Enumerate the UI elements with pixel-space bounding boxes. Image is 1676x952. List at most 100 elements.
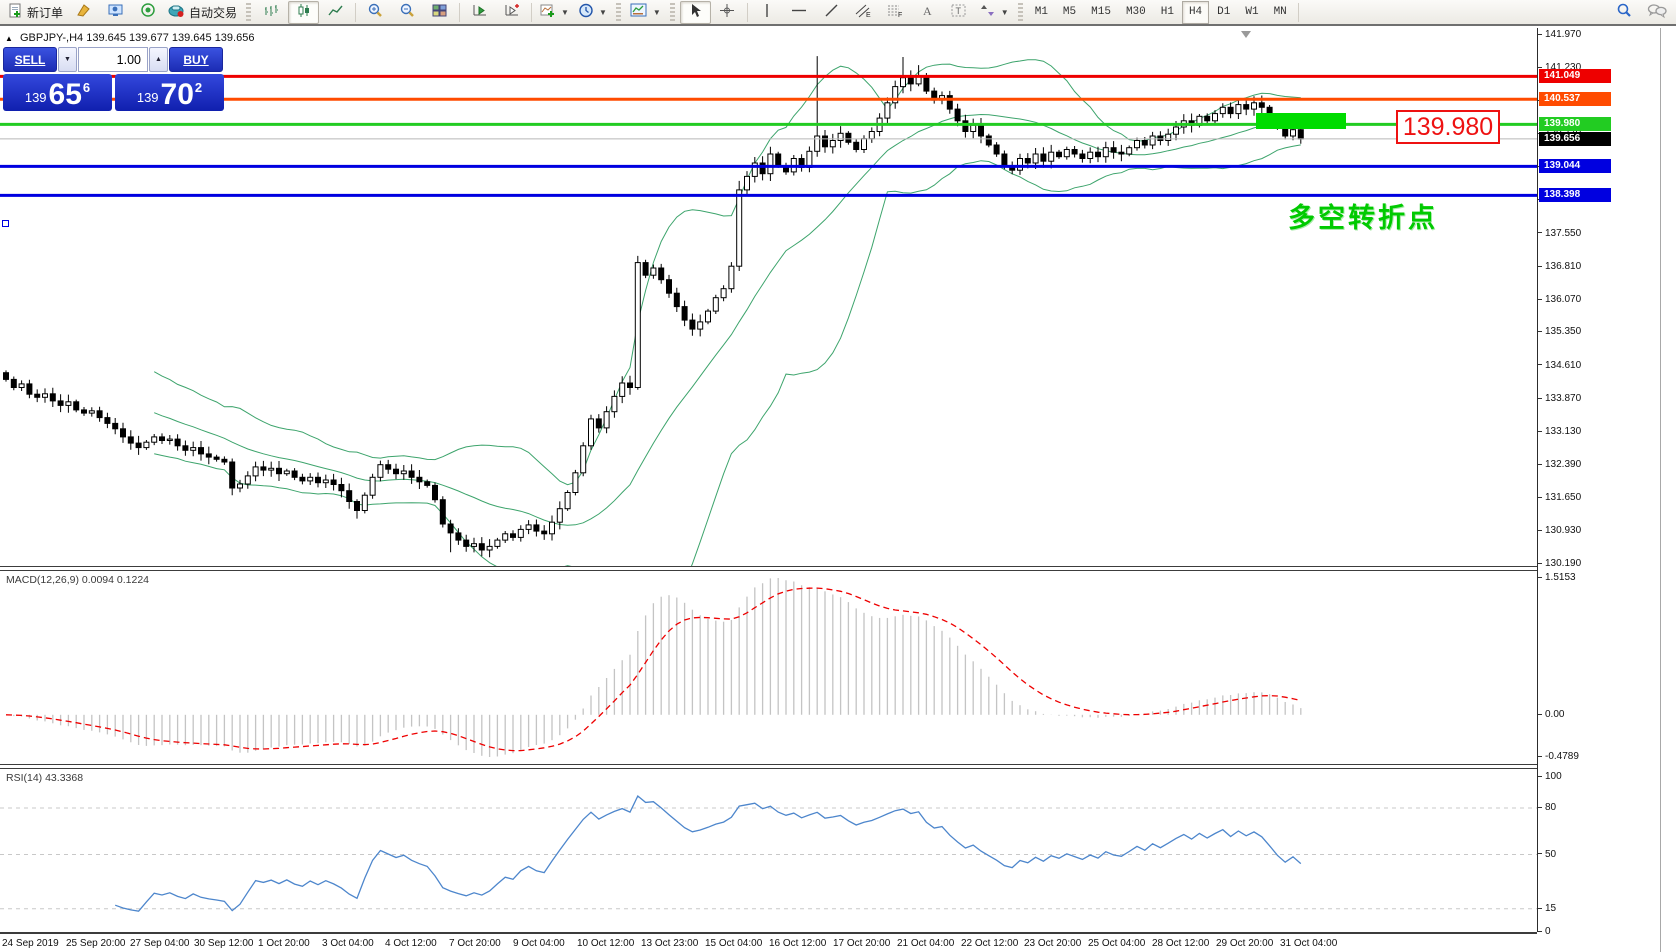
time-axis-label: 31 Oct 04:00 [1280,938,1338,949]
rsi-scale-label: 100 [1538,771,1562,783]
candlestick-chart-button[interactable] [288,0,320,24]
dropdown-caret-icon: ▼ [561,7,569,17]
price-line-tag[interactable]: 138.398 [1539,188,1611,203]
tab-timeframe-mn[interactable]: MN [1273,6,1287,18]
tab-timeframe-m1[interactable]: M1 [1034,6,1048,18]
fibonacci-button[interactable]: F [880,1,911,24]
buy-price-prefix: 139 [136,90,159,105]
pane-divider[interactable] [0,764,1537,769]
tab-timeframe-d1[interactable]: D1 [1217,6,1231,18]
time-axis-label: 9 Oct 04:00 [513,938,565,949]
rsi-scale-label: 0 [1538,926,1551,938]
bar-chart-button[interactable] [256,1,287,24]
highlight-bar-annotation[interactable] [1256,113,1346,129]
styler-button[interactable] [68,1,99,24]
price-line-tag[interactable]: 139.044 [1539,159,1611,174]
tab-timeframe-m30[interactable]: M30 [1125,6,1146,18]
text-button[interactable]: A [912,1,943,24]
candlestick-icon [296,3,312,21]
toolbar-separator [355,2,357,22]
zoom-out-icon [399,3,416,22]
price-tick-label: 141.230 [1538,62,1581,74]
periods-button[interactable]: ▼ [574,1,611,24]
tab-timeframe-h4[interactable]: H4 [1181,0,1210,24]
price-tick-label: 136.810 [1538,261,1581,273]
horizontal-line-icon [791,3,807,21]
chat-button[interactable] [1641,1,1672,24]
cursor-icon [688,3,702,21]
volume-increase-button[interactable]: ▲ [149,47,168,72]
new-order-button[interactable]: 新订单 [4,1,67,24]
tab-timeframe-h1[interactable]: H1 [1160,6,1174,18]
templates-button[interactable]: ▼ [626,1,665,24]
cjk-annotation[interactable]: 多空转折点 [1288,203,1438,233]
horizontal-line-button[interactable] [784,1,815,24]
trendline-button[interactable] [816,1,847,24]
time-axis-label: 30 Sep 12:00 [194,938,254,949]
price-line-tag[interactable]: 141.049 [1539,69,1611,84]
toolbar: 新订单 自动交易 ▼ ▼ ▼ E F A T ▼ [0,0,1676,26]
indicators-button[interactable]: ▼ [536,1,573,24]
auto-scroll-button[interactable] [464,1,495,24]
chat-icon [1647,3,1667,22]
price-line-tag[interactable]: 140.537 [1539,92,1611,107]
zoom-out-button[interactable] [392,1,423,24]
tab-timeframe-m15[interactable]: M15 [1091,6,1111,18]
search-button[interactable] [1609,1,1640,24]
time-axis-label: 21 Oct 04:00 [897,938,955,949]
equidistant-channel-button[interactable]: E [848,1,879,24]
time-axis[interactable]: 24 Sep 2019 25 Sep 20:00 27 Sep 04:00 30 Se… [0,932,1537,952]
macd-label: MACD(12,26,9) 0.0094 0.1224 [6,574,150,586]
vertical-line-button[interactable] [752,1,783,24]
time-axis-label: 4 Oct 12:00 [385,938,437,949]
price-level-annotation[interactable]: 139.980 [1396,110,1500,144]
price-tick-label: 130.190 [1538,558,1581,570]
cursor-button[interactable] [679,0,711,24]
crosshair-icon [719,3,735,21]
line-handle[interactable] [2,220,9,227]
price-line-tag[interactable]: 139.980 [1539,117,1611,132]
signals-button[interactable] [132,1,163,24]
time-axis-label: 29 Oct 20:00 [1216,938,1274,949]
zoom-in-button[interactable] [360,1,391,24]
toolbar-grip [246,3,252,21]
arrows-button[interactable]: ▼ [976,1,1013,24]
time-axis-label: 27 Sep 04:00 [130,938,190,949]
volume-decrease-button[interactable]: ▼ [58,47,77,72]
time-axis-label: 17 Oct 20:00 [833,938,891,949]
macd-pane[interactable] [0,571,1537,764]
sell-button[interactable]: SELL [3,47,57,72]
market-watch-button[interactable] [100,1,131,24]
buy-button[interactable]: BUY [169,47,223,72]
toolbar-grip [615,3,621,21]
tab-timeframe-w1[interactable]: W1 [1245,6,1259,18]
price-axis[interactable]: 141.970141.230140.490139.770139.030138.2… [1537,28,1661,937]
right-margin [1660,28,1676,952]
main-price-pane[interactable] [0,28,1537,566]
monitor-icon [108,3,124,21]
chart-shift-button[interactable] [496,1,527,24]
tab-timeframe-m5[interactable]: M5 [1062,6,1077,18]
price-tick-label: 132.390 [1538,459,1581,471]
buy-price-button[interactable]: 139 70 2 [115,74,224,111]
search-icon [1616,3,1633,22]
text-label-button[interactable]: T [944,1,975,24]
time-axis-label: 25 Sep 20:00 [66,938,126,949]
text-icon: A [921,3,934,21]
tile-windows-button[interactable] [424,1,455,24]
rsi-label: RSI(14) 43.3368 [6,772,84,784]
pane-divider[interactable] [0,566,1537,571]
collapse-triangle-icon[interactable]: ▲ [5,34,13,43]
auto-trading-button[interactable]: 自动交易 [164,1,241,24]
crosshair-button[interactable] [712,1,743,24]
auto-scroll-icon [472,3,488,21]
rsi-pane[interactable] [0,769,1537,932]
chart-shift-marker[interactable] [1241,31,1251,38]
auto-trading-icon [168,3,185,21]
sell-price-button[interactable]: 139 65 6 [3,74,112,111]
time-axis-label: 15 Oct 04:00 [705,938,763,949]
volume-input[interactable] [78,47,148,72]
line-chart-button[interactable] [320,1,351,24]
time-axis-label: 23 Oct 20:00 [1024,938,1082,949]
chart-window: ▲ GBPJPY-,H4 139.645 139.677 139.645 139… [0,28,1676,952]
